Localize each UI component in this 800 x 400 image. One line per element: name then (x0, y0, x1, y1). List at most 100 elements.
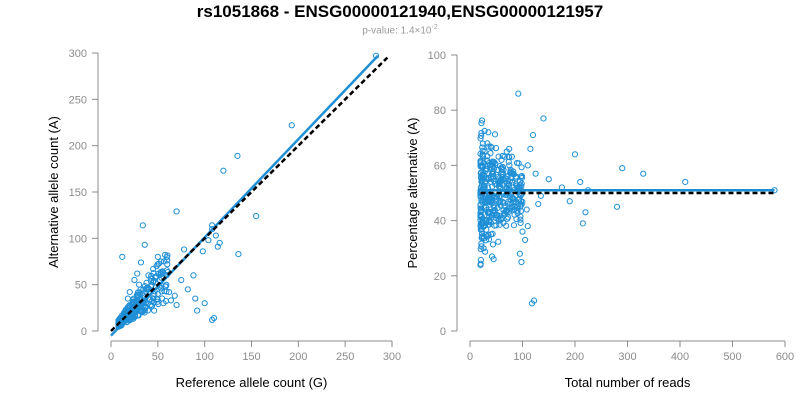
data-point (485, 129, 492, 136)
data-point (478, 120, 485, 127)
data-point (518, 172, 525, 180)
data-point (489, 241, 497, 248)
page-title: rs1051868 - ENSG00000121940,ENSG00000121… (196, 2, 604, 21)
data-point (505, 153, 512, 161)
y-tick-label: 20 (434, 271, 446, 283)
data-point (518, 183, 525, 190)
data-point (119, 253, 126, 260)
data-point (571, 151, 579, 158)
data-point (148, 298, 155, 305)
data-point (496, 221, 503, 228)
right-scatter-panel: 0 100 200 300 400 500 600 0 20 40 60 80 100 Total num… (405, 50, 794, 390)
data-point (532, 170, 539, 177)
data-point (154, 298, 161, 305)
data-point (500, 166, 507, 174)
data-point (149, 302, 156, 309)
data-point (500, 199, 507, 207)
data-point (144, 307, 152, 314)
data-point (477, 260, 484, 267)
data-point (524, 162, 531, 169)
data-point (484, 140, 491, 147)
data-point (488, 199, 495, 206)
data-point (524, 223, 531, 230)
x-tick-label: 100 (513, 351, 531, 363)
data-point (123, 306, 130, 313)
x-tick-label: 600 (776, 351, 794, 363)
data-point (141, 241, 148, 248)
data-point (477, 245, 484, 253)
data-point (209, 316, 216, 323)
x-tick-label: 50 (152, 351, 164, 363)
data-point (157, 271, 164, 278)
data-point (162, 283, 169, 290)
data-point (173, 301, 180, 309)
data-point (619, 165, 626, 172)
x-tick-label: 200 (289, 351, 307, 363)
data-point (510, 168, 517, 175)
y-tick-label: 80 (434, 105, 446, 117)
data-point (139, 222, 146, 229)
data-point (518, 180, 525, 187)
data-point (131, 276, 138, 284)
y-axis-label: Alternative allele count (A) (46, 116, 61, 268)
data-point (509, 194, 516, 201)
data-point (153, 263, 160, 270)
data-point (508, 153, 515, 160)
y-tick-label: 200 (69, 141, 87, 153)
data-point (478, 117, 486, 124)
data-point (484, 209, 491, 217)
data-point (487, 174, 494, 181)
data-point (535, 200, 542, 208)
data-point (148, 272, 155, 280)
data-point (486, 161, 494, 168)
data-point (496, 199, 503, 206)
data-point (523, 206, 530, 213)
data-point (478, 182, 485, 189)
y-tick-label: 0 (81, 326, 87, 338)
data-point (640, 170, 647, 177)
data-point (510, 196, 517, 203)
data-point (220, 167, 227, 174)
data-point (485, 236, 493, 243)
data-point (163, 267, 170, 274)
data-point (184, 286, 191, 293)
data-point (514, 207, 521, 214)
data-point (517, 216, 524, 223)
x-tick-label: 400 (671, 351, 689, 363)
data-point (582, 209, 589, 216)
data-point (504, 200, 511, 207)
data-point (495, 238, 502, 245)
data-point (173, 208, 180, 215)
y-tick-label: 150 (69, 187, 87, 199)
data-point (488, 253, 496, 260)
data-point (566, 198, 573, 205)
data-point (477, 135, 484, 142)
data-point (477, 160, 484, 167)
data-point (503, 222, 510, 229)
data-point (486, 217, 493, 225)
data-point (484, 153, 491, 160)
data-point (504, 207, 511, 215)
data-point (518, 201, 525, 208)
data-point (510, 222, 518, 229)
data-point (613, 203, 621, 210)
data-point (486, 201, 494, 208)
data-point (522, 236, 529, 244)
data-point (503, 173, 510, 180)
data-point (498, 215, 505, 222)
data-point (480, 233, 487, 240)
data-point (490, 159, 497, 166)
x-axis-label: Reference allele count (G) (176, 375, 328, 390)
x-tick-label: 250 (336, 351, 354, 363)
data-point (201, 300, 208, 307)
data-point (506, 162, 513, 169)
x-axis-label: Total number of reads (565, 375, 691, 390)
data-point (492, 145, 500, 152)
data-point (164, 252, 171, 259)
data-point (162, 297, 170, 305)
data-point (214, 243, 221, 250)
reference-line (110, 56, 389, 332)
data-point (159, 268, 166, 275)
data-point (152, 274, 159, 281)
data-point (205, 237, 212, 244)
